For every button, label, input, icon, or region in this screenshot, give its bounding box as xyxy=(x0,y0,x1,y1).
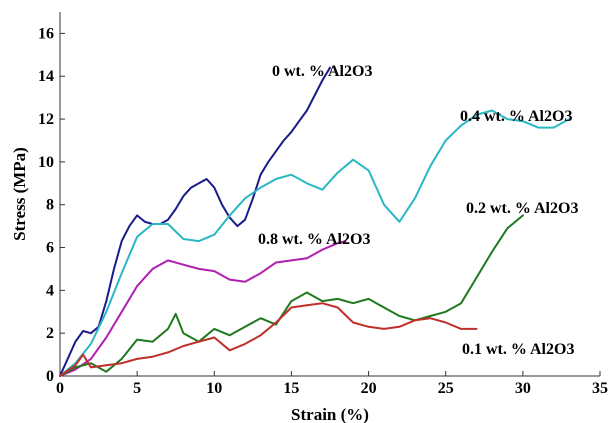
series-label-3: 0.2 wt. % Al2O3 xyxy=(466,200,578,217)
series-line-4 xyxy=(59,302,478,377)
y-tick-label: 4 xyxy=(46,282,54,299)
x-tick-label: 10 xyxy=(206,380,222,397)
series-labels: 0 wt. % Al2O3 0.4 wt. % Al2O3 0.8 wt. % Al… xyxy=(258,63,578,358)
axes: 0 5 10 15 20 25 30 35 0 2 4 6 8 10 12 14 16 xyxy=(38,12,608,397)
series-line-3 xyxy=(59,214,524,377)
y-tick-label: 2 xyxy=(46,325,54,342)
series-label-1: 0.4 wt. % Al2O3 xyxy=(460,108,572,125)
y-tick-label: 14 xyxy=(38,68,54,85)
y-tick-label: 8 xyxy=(46,197,54,214)
series-label-2: 0.8 wt. % Al2O3 xyxy=(258,231,370,248)
y-tick-label: 0 xyxy=(46,368,54,385)
x-tick-label: 15 xyxy=(283,380,299,397)
series-line-1 xyxy=(59,109,571,377)
y-tick-label: 6 xyxy=(46,240,54,257)
x-tick-label: 30 xyxy=(515,380,531,397)
x-axis-title: Strain (%) xyxy=(291,405,369,423)
series-label-0: 0 wt. % Al2O3 xyxy=(272,63,372,80)
y-tick-label: 10 xyxy=(38,154,54,171)
series-line-0 xyxy=(59,66,331,377)
x-tick-label: 25 xyxy=(438,380,454,397)
series-layer xyxy=(59,66,571,377)
x-tick-label: 5 xyxy=(133,380,141,397)
series-line-2 xyxy=(59,240,347,377)
y-tick-label: 12 xyxy=(38,111,54,128)
y-tick-label: 16 xyxy=(38,25,54,42)
x-tick-label: 35 xyxy=(592,380,608,397)
y-axis-title: Stress (MPa) xyxy=(10,147,29,241)
series-label-4: 0.1 wt. % Al2O3 xyxy=(462,341,574,358)
x-tick-label: 20 xyxy=(361,380,377,397)
x-tick-label: 0 xyxy=(56,380,64,397)
